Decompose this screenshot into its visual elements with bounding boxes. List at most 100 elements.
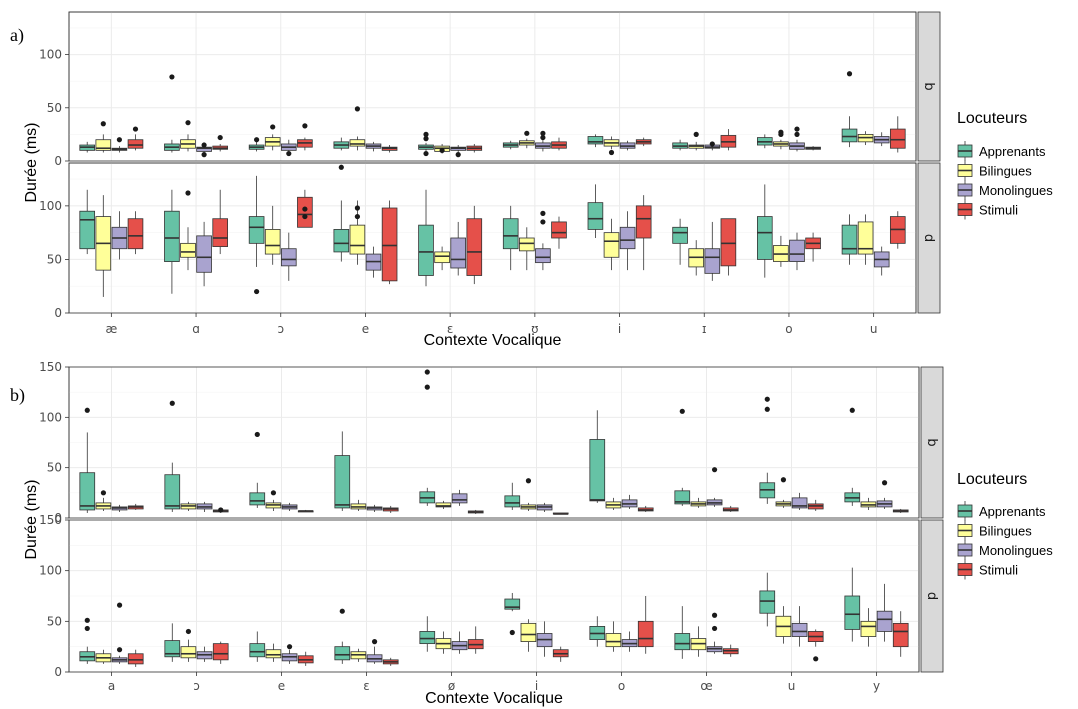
box-o-Stimuli <box>805 146 821 151</box>
y-tick-label: 100 <box>39 48 62 62</box>
box-ɑ-Apprenants <box>164 189 180 294</box>
x-tick-label: ʊ <box>531 322 538 336</box>
outlier-point <box>540 210 546 216</box>
box-ɛ-Apprenants <box>418 131 434 157</box>
legend-title: Locuteurs <box>957 110 1027 127</box>
panel-background <box>68 11 917 162</box>
box-e-Bilingues <box>349 106 366 151</box>
box-body <box>127 139 144 149</box>
box-o-Apprenants <box>757 134 773 149</box>
box-y-Stimuli <box>892 611 909 657</box>
box-o-Apprenants <box>757 184 773 278</box>
box-o-Monolingues <box>789 232 805 271</box>
box-body <box>334 646 351 661</box>
y-tick-label: 50 <box>47 101 62 115</box>
box-ɛ-Bilingues <box>350 648 367 662</box>
box-body <box>419 631 436 645</box>
box-body <box>720 218 737 267</box>
legend-label: Apprenants <box>979 504 1046 519</box>
y-tick-label: 0 <box>54 154 62 168</box>
panel-border <box>68 366 920 519</box>
box-ʊ-Bilingues <box>519 227 535 271</box>
box-ɛ-Monolingues <box>366 504 383 512</box>
box-u-Stimuli <box>889 211 906 249</box>
outlier-point <box>302 213 308 220</box>
facet-panel-b: 0 50 100 150 <box>39 360 920 525</box>
outlier-point <box>709 141 715 147</box>
box-body <box>759 590 776 614</box>
outlier-point <box>693 131 699 137</box>
outlier-point <box>339 608 345 614</box>
facet-panel-d: 0 50 100 150 <box>39 513 920 679</box>
outlier-point <box>524 130 530 136</box>
box-i-Monolingues <box>619 140 636 151</box>
box-u-Monolingues <box>873 246 890 276</box>
outlier-point <box>764 396 770 402</box>
box-body <box>889 128 906 149</box>
legend-title: Locuteurs <box>957 471 1027 488</box>
box-i-Monolingues <box>536 621 553 657</box>
box-ɔ-Monolingues <box>196 646 213 662</box>
box-ʊ-Bilingues <box>519 130 535 149</box>
box-body <box>180 242 196 258</box>
box-body <box>127 218 144 250</box>
outlier-point <box>270 490 277 496</box>
box-u-Bilingues <box>857 131 874 146</box>
outlier-point <box>116 647 123 653</box>
y-tick-label: 0 <box>54 306 62 320</box>
box-body <box>381 207 398 282</box>
box-ɔ-Apprenants <box>164 400 181 512</box>
box-e-Stimuli <box>297 651 314 666</box>
outlier-point <box>424 384 430 390</box>
outlier-point <box>116 137 122 143</box>
box-i-Stimuli <box>552 512 569 515</box>
outlier-point <box>439 147 445 153</box>
legend-label: Bilingues <box>979 524 1032 539</box>
box-body <box>637 620 654 648</box>
outlier-point <box>608 149 615 156</box>
box-ɪ-Stimuli <box>720 218 737 276</box>
box-ɔ-Apprenants <box>164 623 181 662</box>
box-body <box>635 205 652 239</box>
x-tick-label: ɛ <box>363 679 370 693</box>
outlier-point <box>423 150 429 157</box>
box-ɔ-Bilingues <box>264 124 281 151</box>
box-body <box>860 620 877 637</box>
box-ɔ-Bilingues <box>264 205 281 265</box>
strip-background <box>920 519 944 673</box>
box-i-Bilingues <box>603 136 620 156</box>
outlier-point <box>286 644 293 650</box>
box-æ-Monolingues <box>111 137 128 153</box>
outlier-point <box>455 152 461 158</box>
box-e-Monolingues <box>365 141 382 152</box>
x-tick-label: ɪ <box>702 322 706 336</box>
box-body <box>249 643 266 658</box>
panel-border <box>68 162 917 314</box>
outlier-point <box>169 400 175 406</box>
box-body <box>265 649 282 659</box>
box-body <box>349 139 366 147</box>
box-œ-Stimuli <box>722 505 739 512</box>
box-e-Apprenants <box>333 164 350 262</box>
box-body <box>334 455 351 509</box>
box-ɔ-Stimuli <box>212 507 229 513</box>
legend-label: Bilingues <box>979 164 1032 179</box>
outlier-point <box>424 369 430 375</box>
box-ø-Bilingues <box>435 631 452 654</box>
x-tick-label: u <box>788 679 796 693</box>
box-ɔ-Stimuli <box>212 641 229 664</box>
box-ɛ-Monolingues <box>366 639 383 664</box>
y-tick-label: 100 <box>39 410 62 424</box>
box-e-Stimuli <box>381 200 398 285</box>
box-ɛ-Stimuli <box>382 657 399 666</box>
box-a-Apprenants <box>79 407 96 513</box>
box-ø-Apprenants <box>419 616 436 652</box>
box-ø-Monolingues <box>451 489 468 506</box>
legend: Locuteurs Apprenants Bilingues Monolingues S… <box>957 110 1053 220</box>
box-body <box>466 218 483 276</box>
box-body <box>418 224 434 276</box>
strip-label: b <box>921 82 936 90</box>
box-body <box>264 229 281 255</box>
box-o-Bilingues <box>605 621 622 652</box>
box-a-Stimuli <box>127 649 144 667</box>
